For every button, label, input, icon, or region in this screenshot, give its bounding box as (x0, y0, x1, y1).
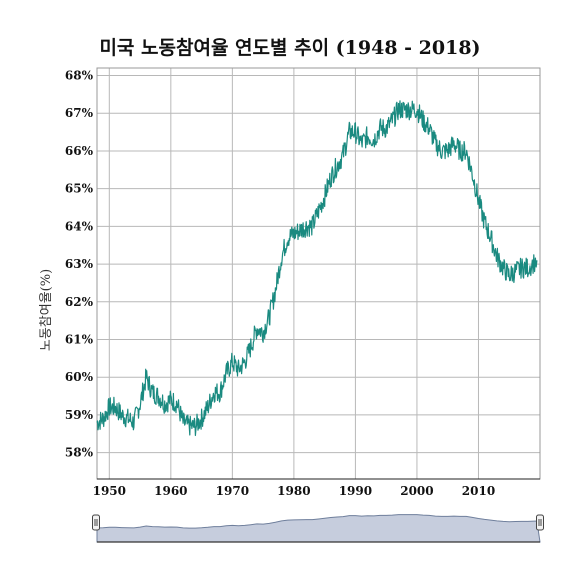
y-tick-label: 59% (65, 408, 94, 422)
x-tick-label: 2010 (462, 484, 495, 498)
x-axis-ticks: 1950 1960 1970 1980 1990 2000 2010 (93, 484, 496, 498)
x-tick-label: 1960 (154, 484, 187, 498)
navigator-left-handle[interactable] (93, 515, 100, 530)
y-tick-label: 67% (65, 106, 94, 120)
navigator-right-handle[interactable] (537, 515, 544, 530)
y-tick-label: 62% (65, 295, 94, 309)
y-axis-label: 노동참여율(%) (39, 269, 54, 351)
x-tick-label: 1950 (93, 484, 126, 498)
x-tick-label: 1980 (277, 484, 310, 498)
y-tick-label: 63% (65, 257, 94, 271)
plot-area-frame (97, 68, 540, 479)
x-tick-label: 1970 (216, 484, 249, 498)
grid-lines (97, 68, 540, 479)
x-tick-label: 1990 (339, 484, 372, 498)
range-navigator[interactable] (93, 508, 544, 542)
y-axis-ticks: 58% 59% 60% 61% 62% 63% 64% 65% 66% 67% 68% (65, 69, 94, 460)
y-tick-label: 66% (65, 144, 94, 158)
y-tick-label: 61% (65, 332, 94, 346)
y-tick-label: 65% (65, 182, 94, 196)
y-tick-label: 68% (65, 69, 94, 83)
x-tick-label: 2000 (400, 484, 433, 498)
chart-title: 미국 노동참여율 연도별 추이 (1948 - 2018) (99, 37, 480, 59)
y-tick-label: 64% (65, 219, 94, 233)
y-tick-label: 60% (65, 370, 94, 384)
y-tick-label: 58% (65, 446, 94, 460)
